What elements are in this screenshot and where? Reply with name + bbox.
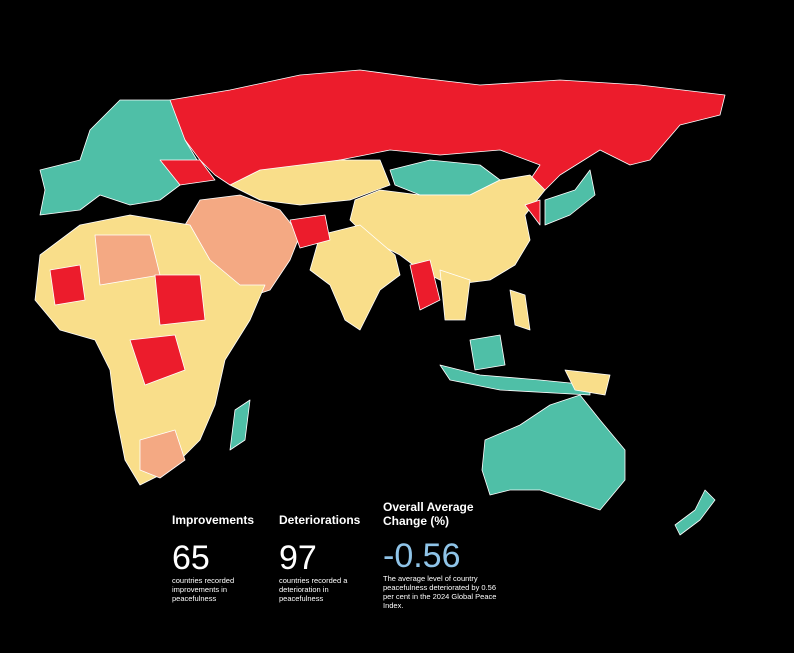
region: [229, 159, 391, 206]
region: [469, 334, 506, 371]
region: [159, 159, 216, 186]
region: [409, 259, 441, 311]
stat-description: The average level of country peacefulnes…: [383, 574, 497, 610]
stat-value: -0.56: [383, 537, 461, 575]
stat-title: Overall Average Change (%): [383, 500, 474, 528]
stat-title: Deteriorations: [279, 513, 361, 527]
region: [544, 169, 596, 226]
region: [289, 214, 331, 249]
region: [564, 369, 611, 396]
region: [49, 264, 86, 306]
stat-block: Deteriorations 97 countries recorded a d…: [279, 506, 361, 603]
region: [439, 364, 591, 396]
stat-description: countries recorded a deterioration in pe…: [279, 576, 348, 603]
region: [481, 394, 626, 511]
stat-value: 97: [279, 539, 317, 577]
region: [439, 269, 471, 321]
region: [39, 99, 201, 216]
region: [229, 399, 251, 451]
region: [524, 199, 541, 226]
stat-block: Overall Average Change (%) -0.56 The ave…: [383, 500, 508, 610]
region: [309, 224, 401, 331]
stat-block: Improvements 65 countries recorded impro…: [172, 506, 267, 603]
region: [674, 489, 716, 536]
region: [129, 334, 186, 386]
region: [139, 429, 186, 479]
region: [509, 289, 531, 331]
stat-value: 65: [172, 539, 210, 577]
stat-description: countries recorded improvements in peace…: [172, 576, 235, 603]
stat-title: Improvements: [172, 513, 255, 527]
region: [154, 274, 206, 326]
